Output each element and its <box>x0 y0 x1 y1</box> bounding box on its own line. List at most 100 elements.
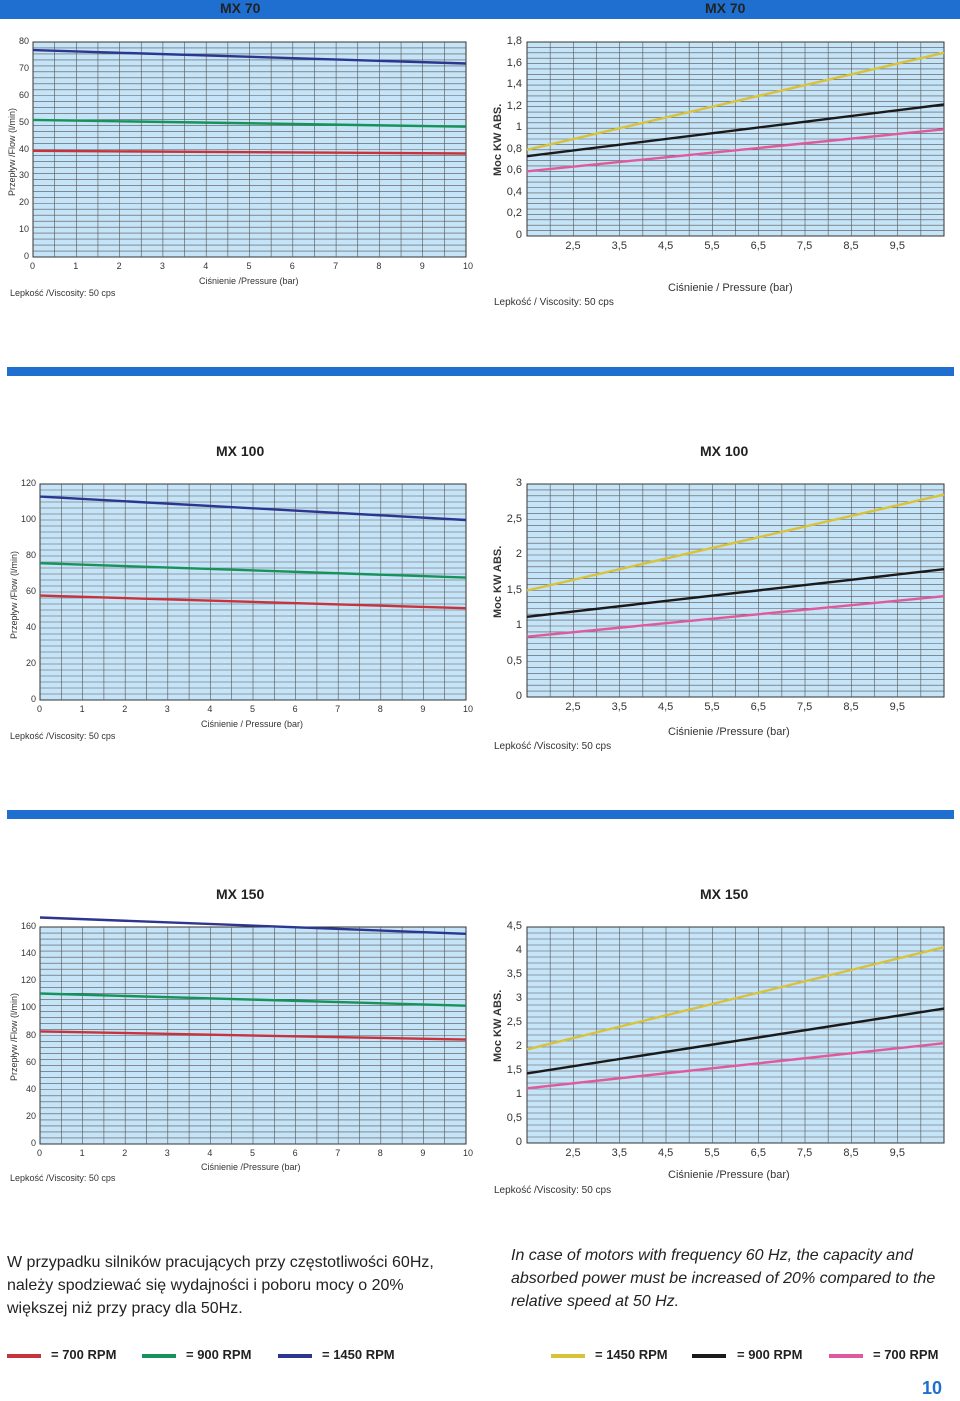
legend-left-line-2 <box>142 1354 176 1358</box>
mx70-flow-ytick-label: 0 <box>23 251 29 261</box>
note-english: In case of motors with frequency 60 Hz, … <box>511 1247 936 1310</box>
mx100-flow-plot <box>39 483 467 701</box>
mx70-power-xtick-label: 9,5 <box>889 240 905 252</box>
legend-left-label-2: = 900 RPM <box>186 1347 252 1362</box>
mx70-flow-xtick-label: 4 <box>203 261 209 271</box>
mx150-power-ytick-label: 3,5 <box>506 968 522 980</box>
mx100-power-plot <box>526 483 945 698</box>
mx150-power-xtick-label: 4,5 <box>658 1147 674 1159</box>
legend-left-line-3 <box>278 1354 312 1358</box>
mx70-flow-xtick-label: 6 <box>289 261 295 271</box>
mx100-power-ytick-label: 2 <box>515 548 522 560</box>
mx150-flow-xtick-label: 0 <box>37 1148 43 1158</box>
mx70-power-ytick-label: 1,6 <box>506 56 522 69</box>
mx100-flow-ytick-label: 120 <box>20 478 36 488</box>
mx150-flow-plot <box>39 916 467 1145</box>
mx70-power-x-axis-label: Ciśnienie / Pressure (bar) <box>668 282 793 294</box>
mx150-power-ytick-label: 1 <box>515 1088 522 1100</box>
mx70-flow-ytick-label: 50 <box>18 116 29 127</box>
legend-left-label-3: = 1450 RPM <box>322 1347 395 1362</box>
mx70-power-xtick-label: 5,5 <box>704 240 720 252</box>
mx100-power-series-line-1 <box>526 493 945 592</box>
mx100-flow-ytick-label: 40 <box>25 622 36 632</box>
mx70-power-xtick-label: 7,5 <box>797 240 813 252</box>
mx70-flow-xtick-label: 7 <box>333 261 339 271</box>
mx70-flow-ytick-label: 10 <box>18 224 29 235</box>
mx70-flow-ytick-label: 60 <box>18 89 29 100</box>
mx150-flow-y-axis-label: Przepływ /Flow (l/min) <box>9 992 19 1081</box>
mx70-flow-y-axis-label: Przepływ /Flow (l/min) <box>7 107 17 196</box>
mx70-power-ytick-label: 1,8 <box>506 35 522 47</box>
mx150-power-xtick-label: 2,5 <box>565 1147 581 1159</box>
mx70-flow-ytick-label: 30 <box>18 170 29 181</box>
mx150-flow-xtick-label: 6 <box>292 1148 298 1158</box>
mx70-flow-ytick-label: 80 <box>18 36 29 46</box>
note-polish: W przypadku silników pracujących przy cz… <box>7 1254 434 1317</box>
mx70-flow-xtick-label: 1 <box>73 261 79 271</box>
mx100-power-series-line-2 <box>526 568 945 618</box>
mx150-flow-ytick-label: 80 <box>25 1029 36 1040</box>
mx150-flow-viscosity-label: Lepkość /Viscosity: 50 cps <box>10 1173 116 1183</box>
legend-right-line-1 <box>551 1354 585 1358</box>
mx150-flow-xtick-label: 3 <box>164 1148 170 1158</box>
mx150-flow-xtick-label: 7 <box>335 1148 341 1158</box>
mx150-power-ytick-label: 1,5 <box>506 1064 522 1076</box>
mx70-flow-x-axis-label: Ciśnienie /Pressure (bar) <box>199 276 299 286</box>
mx150-power-title: MX 150 <box>700 886 749 902</box>
mx150-power-y-axis-label: Moc KW ABS. <box>492 989 504 1062</box>
mx70-power-ytick-label: 1,4 <box>506 78 522 91</box>
mx70-flow-plot <box>32 41 467 258</box>
legend-right-label-2: = 900 RPM <box>737 1347 803 1362</box>
mx100-flow-series-line-1 <box>39 495 467 522</box>
mx70-power-series-line-2 <box>526 103 945 158</box>
mx70-flow-ytick-label: 70 <box>18 62 29 73</box>
mx100-flow-xtick-label: 1 <box>79 704 85 714</box>
mx100-flow-xtick-label: 9 <box>420 704 426 714</box>
mx70-power-xtick-label: 4,5 <box>658 240 674 252</box>
mx150-flow-series-line-1 <box>39 916 467 935</box>
legend-left-line-1 <box>7 1354 41 1358</box>
mx150-flow-ytick-label: 140 <box>20 948 36 959</box>
mx150-power-ytick-label: 2 <box>515 1040 522 1052</box>
mx100-power-x-axis-label: Ciśnienie /Pressure (bar) <box>668 726 790 738</box>
mx100-power-xtick-label: 3,5 <box>611 701 627 713</box>
mx150-power-xtick-label: 7,5 <box>797 1147 813 1159</box>
mx70-power-xtick-label: 6,5 <box>750 240 766 252</box>
mx150-flow-ytick-label: 60 <box>25 1056 36 1067</box>
mx70-flow-series-line-2 <box>32 118 467 128</box>
mx100-power-xtick-label: 8,5 <box>843 701 859 713</box>
mx100-power-ytick-label: 3 <box>515 477 522 489</box>
mx100-power-xtick-label: 9,5 <box>889 701 905 713</box>
mx70-flow-xtick-label: 9 <box>419 261 425 271</box>
mx70-power-ytick-label: 0,6 <box>506 164 522 177</box>
mx150-power-xtick-label: 8,5 <box>843 1147 859 1159</box>
mx70-power-xtick-label: 2,5 <box>565 240 581 252</box>
mx100-flow-ytick-label: 80 <box>25 550 36 560</box>
mx100-power-xtick-label: 2,5 <box>565 701 581 713</box>
mx100-power-y-axis-label: Moc KW ABS. <box>492 545 504 618</box>
mx150-power-series-line-2 <box>526 1007 945 1075</box>
mx150-power-x-axis-label: Ciśnienie /Pressure (bar) <box>668 1169 790 1181</box>
mx100-power-xtick-label: 4,5 <box>658 701 674 713</box>
mx150-flow-ytick-label: 100 <box>20 1002 36 1013</box>
mx100-power-ytick-label: 2,5 <box>506 512 522 525</box>
mx70-flow-xtick-label: 2 <box>116 261 122 271</box>
mx150-flow-ytick-label: 160 <box>20 921 36 931</box>
mx70-power-viscosity-label: Lepkość / Viscosity: 50 cps <box>494 297 614 308</box>
legend-right-line-3 <box>829 1354 863 1358</box>
legend-right-line-2 <box>692 1354 726 1358</box>
mx100-flow-xtick-label: 2 <box>122 704 128 714</box>
mx100-flow-ytick-label: 0 <box>30 694 36 704</box>
mx100-flow-viscosity-label: Lepkość /Viscosity: 50 cps <box>10 731 116 741</box>
mx100-power-series-line-3 <box>526 595 945 638</box>
top-color-bar <box>0 0 960 19</box>
mx150-flow-xtick-label: 9 <box>420 1148 426 1158</box>
mx100-power-ytick-label: 1 <box>515 619 522 631</box>
mx150-flow-x-axis-label: Ciśnienie /Pressure (bar) <box>201 1162 301 1172</box>
mx150-power-xtick-label: 5,5 <box>704 1147 720 1159</box>
mx70-power-plot <box>526 41 945 237</box>
mx100-flow-x-axis-label: Ciśnienie / Pressure (bar) <box>201 719 304 729</box>
mx100-power-title: MX 100 <box>700 443 749 459</box>
mx70-power-y-axis-label: Moc KW ABS. <box>492 103 504 176</box>
mx100-flow-xtick-label: 4 <box>207 704 213 714</box>
